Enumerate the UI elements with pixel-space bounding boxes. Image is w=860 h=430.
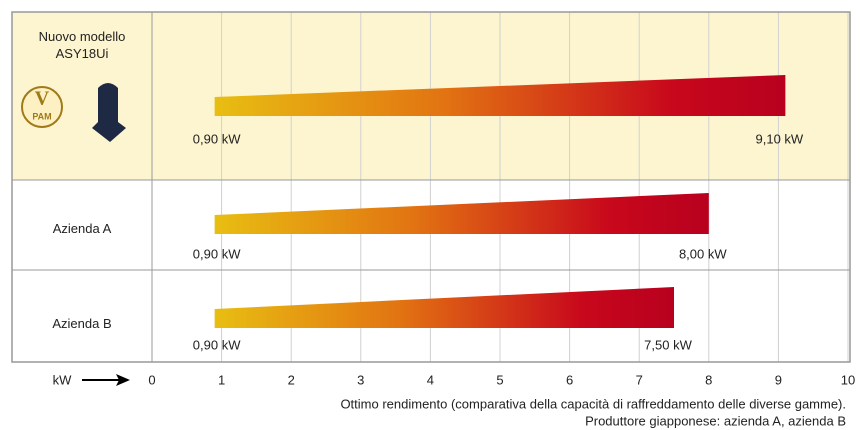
badge-text: PAM: [32, 111, 51, 121]
x-tick-label: 4: [427, 372, 434, 387]
x-tick-label: 9: [775, 372, 782, 387]
x-tick-label: 10: [841, 372, 855, 387]
badge: V PAM: [22, 87, 62, 127]
x-tick-label: 7: [636, 372, 643, 387]
value-label: 8,00 kW: [679, 246, 727, 261]
x-axis-unit: kW: [53, 372, 73, 387]
note: Produttore giapponese: azienda A, aziend…: [585, 413, 846, 428]
bar: [215, 287, 674, 328]
x-tick-label: 0: [148, 372, 155, 387]
row-label: Nuovo modello ASY18Ui: [22, 28, 142, 62]
page: V PAM kW Ottimo rendimento (comparativa …: [0, 0, 860, 430]
x-tick-label: 3: [357, 372, 364, 387]
value-label: 0,90 kW: [193, 246, 241, 261]
value-label: 7,50 kW: [644, 337, 692, 352]
x-tick-label: 2: [288, 372, 295, 387]
value-label: 0,90 kW: [193, 337, 241, 352]
row-label: Azienda A: [17, 220, 147, 237]
x-tick-label: 1: [218, 372, 225, 387]
value-label: 0,90 kW: [193, 131, 241, 146]
chart: V PAM kW Ottimo rendimento (comparativa …: [0, 0, 860, 430]
value-label: 9,10 kW: [756, 131, 804, 146]
x-tick-label: 5: [496, 372, 503, 387]
bar: [215, 193, 709, 234]
badge-letter: V: [35, 88, 50, 110]
x-tick-label: 8: [705, 372, 712, 387]
x-tick-label: 6: [566, 372, 573, 387]
note: Ottimo rendimento (comparativa della cap…: [340, 396, 846, 411]
row-label: Azienda B: [17, 315, 147, 332]
